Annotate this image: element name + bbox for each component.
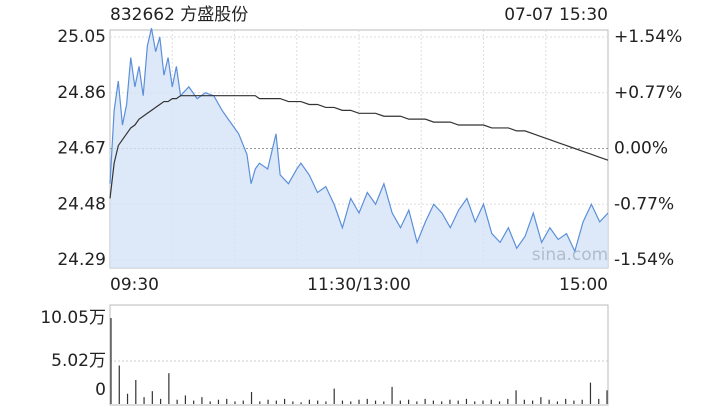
y-tick-label: 24.67 (57, 139, 106, 159)
average-line (109, 95, 609, 199)
volume-bar (308, 399, 310, 404)
volume-bar (250, 392, 253, 404)
volume-bar (242, 400, 244, 404)
volume-bar (540, 397, 542, 404)
volume-bar (498, 401, 501, 404)
volume-bar (110, 318, 112, 404)
volume-bar (317, 400, 319, 404)
y-tick-label: 24.86 (57, 83, 106, 103)
volume-bar (507, 398, 509, 404)
volume-bar (523, 399, 525, 404)
volume-bar (358, 399, 360, 404)
volume-bar (573, 400, 575, 404)
y-tick-label: 24.29 (57, 250, 106, 270)
volume-bar (325, 401, 327, 404)
y2-tick-label: -0.77% (614, 194, 674, 214)
volume-bar (201, 397, 203, 404)
volume-frame (109, 304, 609, 406)
volume-bar (515, 390, 517, 404)
volume-bar (275, 400, 277, 404)
x-tick-label: 11:30/13:00 (307, 275, 411, 295)
volume-bar (565, 398, 567, 404)
volume-bar (333, 388, 335, 404)
volume-bar (598, 398, 600, 404)
volume-bar (193, 400, 195, 404)
volume-bar (259, 401, 261, 404)
volume-bar (532, 400, 534, 404)
volume-bar (424, 398, 426, 404)
volume-bar (457, 400, 459, 404)
y-tick-label: 10.05万 (40, 308, 106, 328)
volume-bar (465, 398, 468, 404)
volume-bar (432, 400, 434, 404)
volume-bar (474, 401, 476, 404)
y-tick-label: 0 (95, 380, 106, 400)
volume-bar (300, 402, 302, 404)
volume-bar (209, 401, 211, 404)
volume-bar (350, 401, 352, 404)
volume-bar (416, 401, 418, 404)
volume-bar (292, 401, 294, 404)
volume-bar (135, 380, 137, 404)
timestamp: 07-07 15:30 (504, 5, 608, 25)
volume-bar (383, 401, 385, 404)
volume-bar (408, 399, 410, 404)
volume-bar (217, 399, 220, 404)
volume-bar (606, 390, 608, 404)
y-tick-label: 24.48 (57, 194, 106, 214)
y2-tick-label: +0.77% (614, 83, 682, 103)
volume-bar (490, 399, 492, 404)
volume-bar (366, 398, 368, 404)
volume-bar (449, 399, 451, 404)
y2-tick-label: 0.00% (614, 139, 668, 159)
volume-bar (548, 399, 550, 404)
price-area (110, 28, 608, 268)
volume-bar (556, 401, 558, 404)
volume-bar (284, 398, 286, 404)
volume-bar (267, 399, 269, 404)
volume-bar (226, 398, 228, 404)
volume-bar (118, 365, 120, 404)
volume-bar (126, 393, 129, 404)
x-tick-label: 15:00 (559, 275, 608, 295)
volume-bar (482, 400, 484, 404)
volume-bar (184, 395, 186, 404)
volume-bar (168, 373, 170, 404)
volume-bar (441, 401, 443, 404)
volume-bar (589, 382, 592, 404)
x-tick-label: 09:30 (110, 275, 159, 295)
y2-tick-label: -1.54% (614, 250, 674, 270)
volume-bar (391, 386, 393, 404)
y-tick-label: 5.02万 (51, 351, 106, 371)
volume-bar (399, 400, 401, 404)
volume-bar (374, 400, 377, 404)
stock-title: 832662 方盛股份 (110, 5, 248, 25)
y-tick-label: 25.05 (57, 27, 106, 47)
y2-tick-label: +1.54% (614, 27, 682, 47)
price-line (109, 28, 609, 253)
volume-bar (160, 398, 162, 404)
volume-bar (341, 400, 344, 404)
volume-bar (234, 401, 236, 404)
volume-bar (143, 397, 145, 404)
volume-bar (151, 391, 153, 404)
volume-bar (176, 399, 178, 404)
volume-bar (581, 399, 583, 404)
